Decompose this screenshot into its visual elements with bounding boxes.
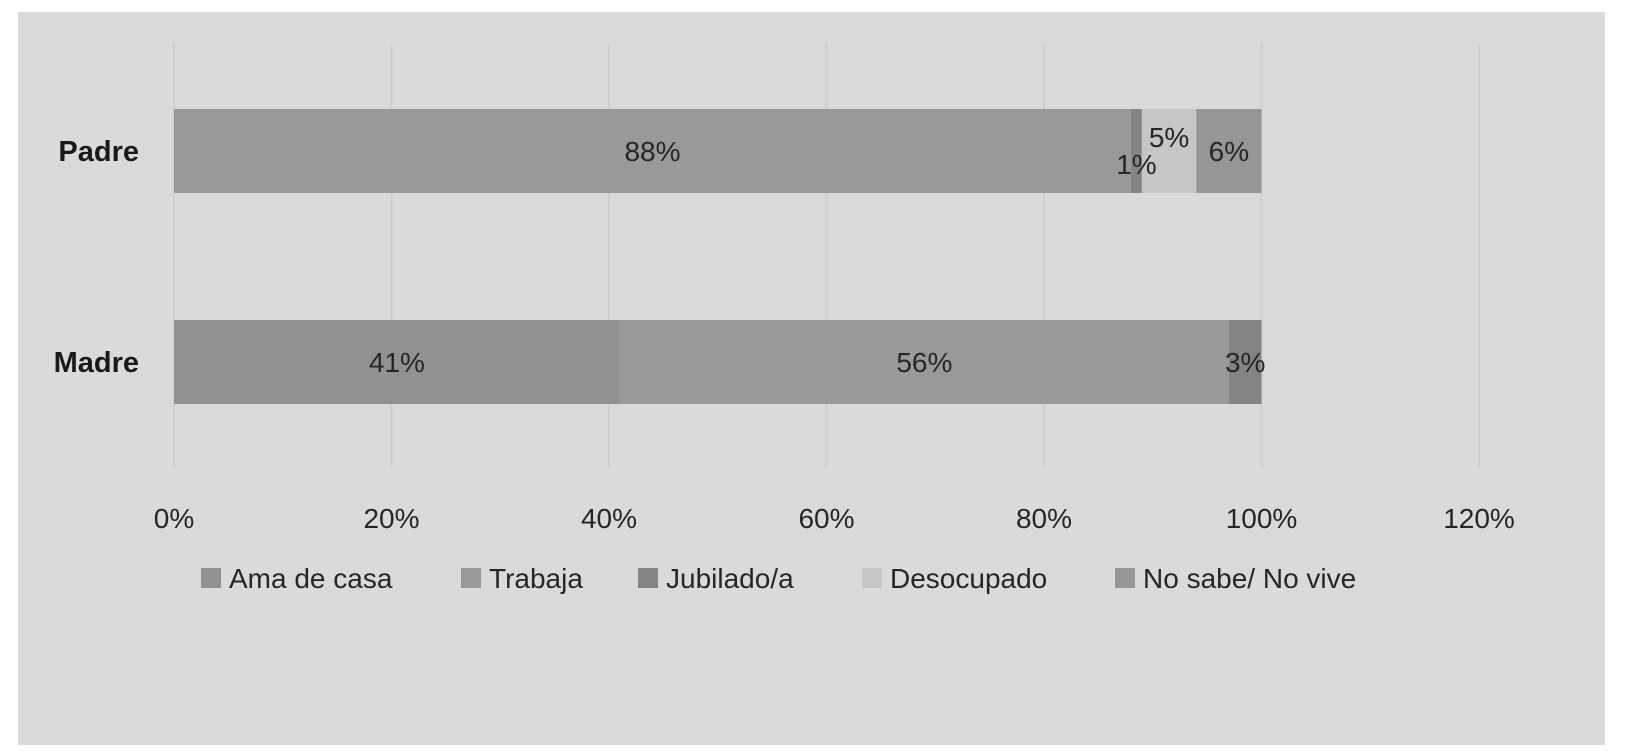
legend-swatch: [862, 568, 882, 588]
x-tick-label: 80%: [1016, 503, 1072, 534]
legend-swatch: [1115, 568, 1135, 588]
x-tick-label: 40%: [581, 503, 637, 534]
legend-label: Desocupado: [890, 563, 1047, 594]
legend-label: Trabaja: [489, 563, 583, 594]
legend-swatch: [461, 568, 481, 588]
legend-item: No sabe/ No vive: [1115, 563, 1356, 594]
data-label: 5%: [1149, 122, 1189, 153]
legend-item: Trabaja: [461, 563, 583, 594]
data-label: 1%: [1116, 149, 1156, 180]
x-tick-label: 60%: [798, 503, 854, 534]
category-label: Madre: [54, 347, 139, 379]
bar-padre-no-sabe-no-vive: [1196, 109, 1262, 193]
bar-madre-ama-de-casa: [174, 320, 620, 404]
data-label: 41%: [369, 347, 425, 378]
legend-item: Jubilado/a: [638, 563, 794, 594]
data-label: 3%: [1225, 347, 1265, 378]
legend-swatch: [201, 568, 221, 588]
bar-madre-trabaja: [619, 320, 1229, 404]
legend-item: Ama de casa: [201, 563, 393, 594]
chart-panel: 88% 1% 5% 6% 41% 56% 3% Padre Madre 0% 20% 40% 60%…: [18, 12, 1605, 745]
bar-madre-jubilado-a: [1228, 320, 1262, 404]
legend-label: Jubilado/a: [666, 563, 794, 594]
legend-item: Desocupado: [862, 563, 1047, 594]
stacked-bar-chart: 88% 1%5% 6% 41% 56% 3% Padre Madre 0% 20% 40% 60%…: [54, 44, 1515, 594]
legend-label: Ama de casa: [229, 563, 393, 594]
x-axis-tick-labels: 0% 20% 40% 60% 80% 100% 120%: [154, 503, 1515, 534]
category-label: Padre: [58, 136, 139, 168]
legend: Ama de casa Trabaja Jubilado/a Desocupado No…: [201, 563, 1356, 594]
data-labels: 88% 1%5% 6% 41% 56% 3%: [369, 122, 1266, 378]
bar-padre-desocupado: [1141, 109, 1197, 193]
category-labels: Padre Madre: [54, 136, 139, 379]
data-label: 6%: [1209, 136, 1249, 167]
x-tick-label: 100%: [1226, 503, 1298, 534]
x-tick-label: 0%: [154, 503, 194, 534]
bar-padre-trabaja: [174, 109, 1131, 193]
x-tick-label: 120%: [1443, 503, 1515, 534]
data-label: 88%: [624, 136, 680, 167]
legend-label: No sabe/ No vive: [1143, 563, 1356, 594]
legend-swatch: [638, 568, 658, 588]
bar-padre-jubilado-a: [1131, 109, 1142, 193]
x-tick-label: 20%: [363, 503, 419, 534]
data-label: 56%: [896, 347, 952, 378]
bar-segments: [174, 109, 1262, 404]
